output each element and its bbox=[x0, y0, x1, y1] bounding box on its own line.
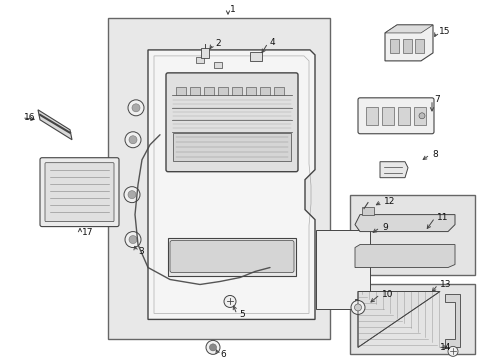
Polygon shape bbox=[385, 25, 433, 33]
Bar bbox=[214, 62, 222, 68]
Circle shape bbox=[125, 231, 141, 248]
Circle shape bbox=[351, 301, 365, 314]
Circle shape bbox=[124, 187, 140, 203]
Text: 12: 12 bbox=[384, 197, 395, 206]
FancyBboxPatch shape bbox=[166, 73, 298, 172]
Circle shape bbox=[128, 100, 144, 116]
Polygon shape bbox=[316, 230, 370, 310]
Text: 1: 1 bbox=[230, 5, 236, 14]
Text: 11: 11 bbox=[437, 213, 448, 222]
Circle shape bbox=[448, 346, 458, 356]
Bar bbox=[362, 207, 374, 215]
Polygon shape bbox=[355, 244, 455, 267]
Text: 8: 8 bbox=[432, 150, 438, 159]
Circle shape bbox=[354, 304, 362, 311]
Bar bbox=[390, 39, 399, 53]
Bar bbox=[403, 39, 412, 53]
Text: 3: 3 bbox=[138, 247, 144, 256]
Polygon shape bbox=[38, 110, 72, 140]
Bar bbox=[232, 87, 242, 95]
Bar bbox=[414, 107, 426, 125]
FancyBboxPatch shape bbox=[170, 240, 294, 273]
Circle shape bbox=[132, 104, 140, 112]
Bar bbox=[274, 87, 284, 95]
Polygon shape bbox=[385, 25, 433, 61]
FancyBboxPatch shape bbox=[358, 98, 434, 134]
Text: 17: 17 bbox=[82, 228, 94, 237]
Bar bbox=[108, 18, 330, 339]
Text: 7: 7 bbox=[434, 95, 440, 104]
Text: 13: 13 bbox=[440, 280, 451, 289]
Text: 6: 6 bbox=[220, 350, 226, 359]
Bar bbox=[260, 87, 270, 95]
Bar bbox=[415, 39, 424, 53]
FancyBboxPatch shape bbox=[40, 158, 119, 226]
Text: 2: 2 bbox=[215, 40, 221, 49]
Circle shape bbox=[129, 235, 137, 244]
Bar bbox=[250, 52, 262, 61]
Bar bbox=[366, 107, 378, 125]
Circle shape bbox=[224, 296, 236, 307]
Polygon shape bbox=[358, 292, 440, 347]
Bar bbox=[382, 107, 394, 125]
Bar bbox=[168, 238, 296, 275]
FancyBboxPatch shape bbox=[45, 163, 114, 222]
Circle shape bbox=[419, 113, 425, 119]
Bar bbox=[176, 87, 186, 95]
Bar bbox=[204, 87, 214, 95]
Circle shape bbox=[129, 136, 137, 144]
Circle shape bbox=[210, 344, 217, 351]
Circle shape bbox=[128, 191, 136, 199]
Circle shape bbox=[125, 132, 141, 148]
Text: 4: 4 bbox=[270, 39, 275, 48]
Bar bbox=[218, 87, 228, 95]
Bar bbox=[173, 133, 291, 161]
Circle shape bbox=[206, 341, 220, 354]
Text: 14: 14 bbox=[440, 343, 451, 352]
Polygon shape bbox=[380, 162, 408, 178]
Text: 10: 10 bbox=[382, 290, 393, 299]
Bar bbox=[201, 48, 209, 58]
Text: 9: 9 bbox=[382, 223, 388, 232]
Bar bbox=[350, 195, 475, 275]
Bar bbox=[350, 284, 475, 354]
Bar bbox=[196, 57, 204, 63]
Polygon shape bbox=[148, 50, 315, 319]
Bar bbox=[246, 87, 256, 95]
Bar bbox=[398, 107, 410, 125]
Text: 16: 16 bbox=[24, 113, 35, 122]
Bar bbox=[190, 87, 200, 95]
Polygon shape bbox=[355, 215, 455, 231]
Polygon shape bbox=[445, 294, 460, 347]
Text: 5: 5 bbox=[239, 310, 245, 319]
Text: 15: 15 bbox=[439, 27, 450, 36]
